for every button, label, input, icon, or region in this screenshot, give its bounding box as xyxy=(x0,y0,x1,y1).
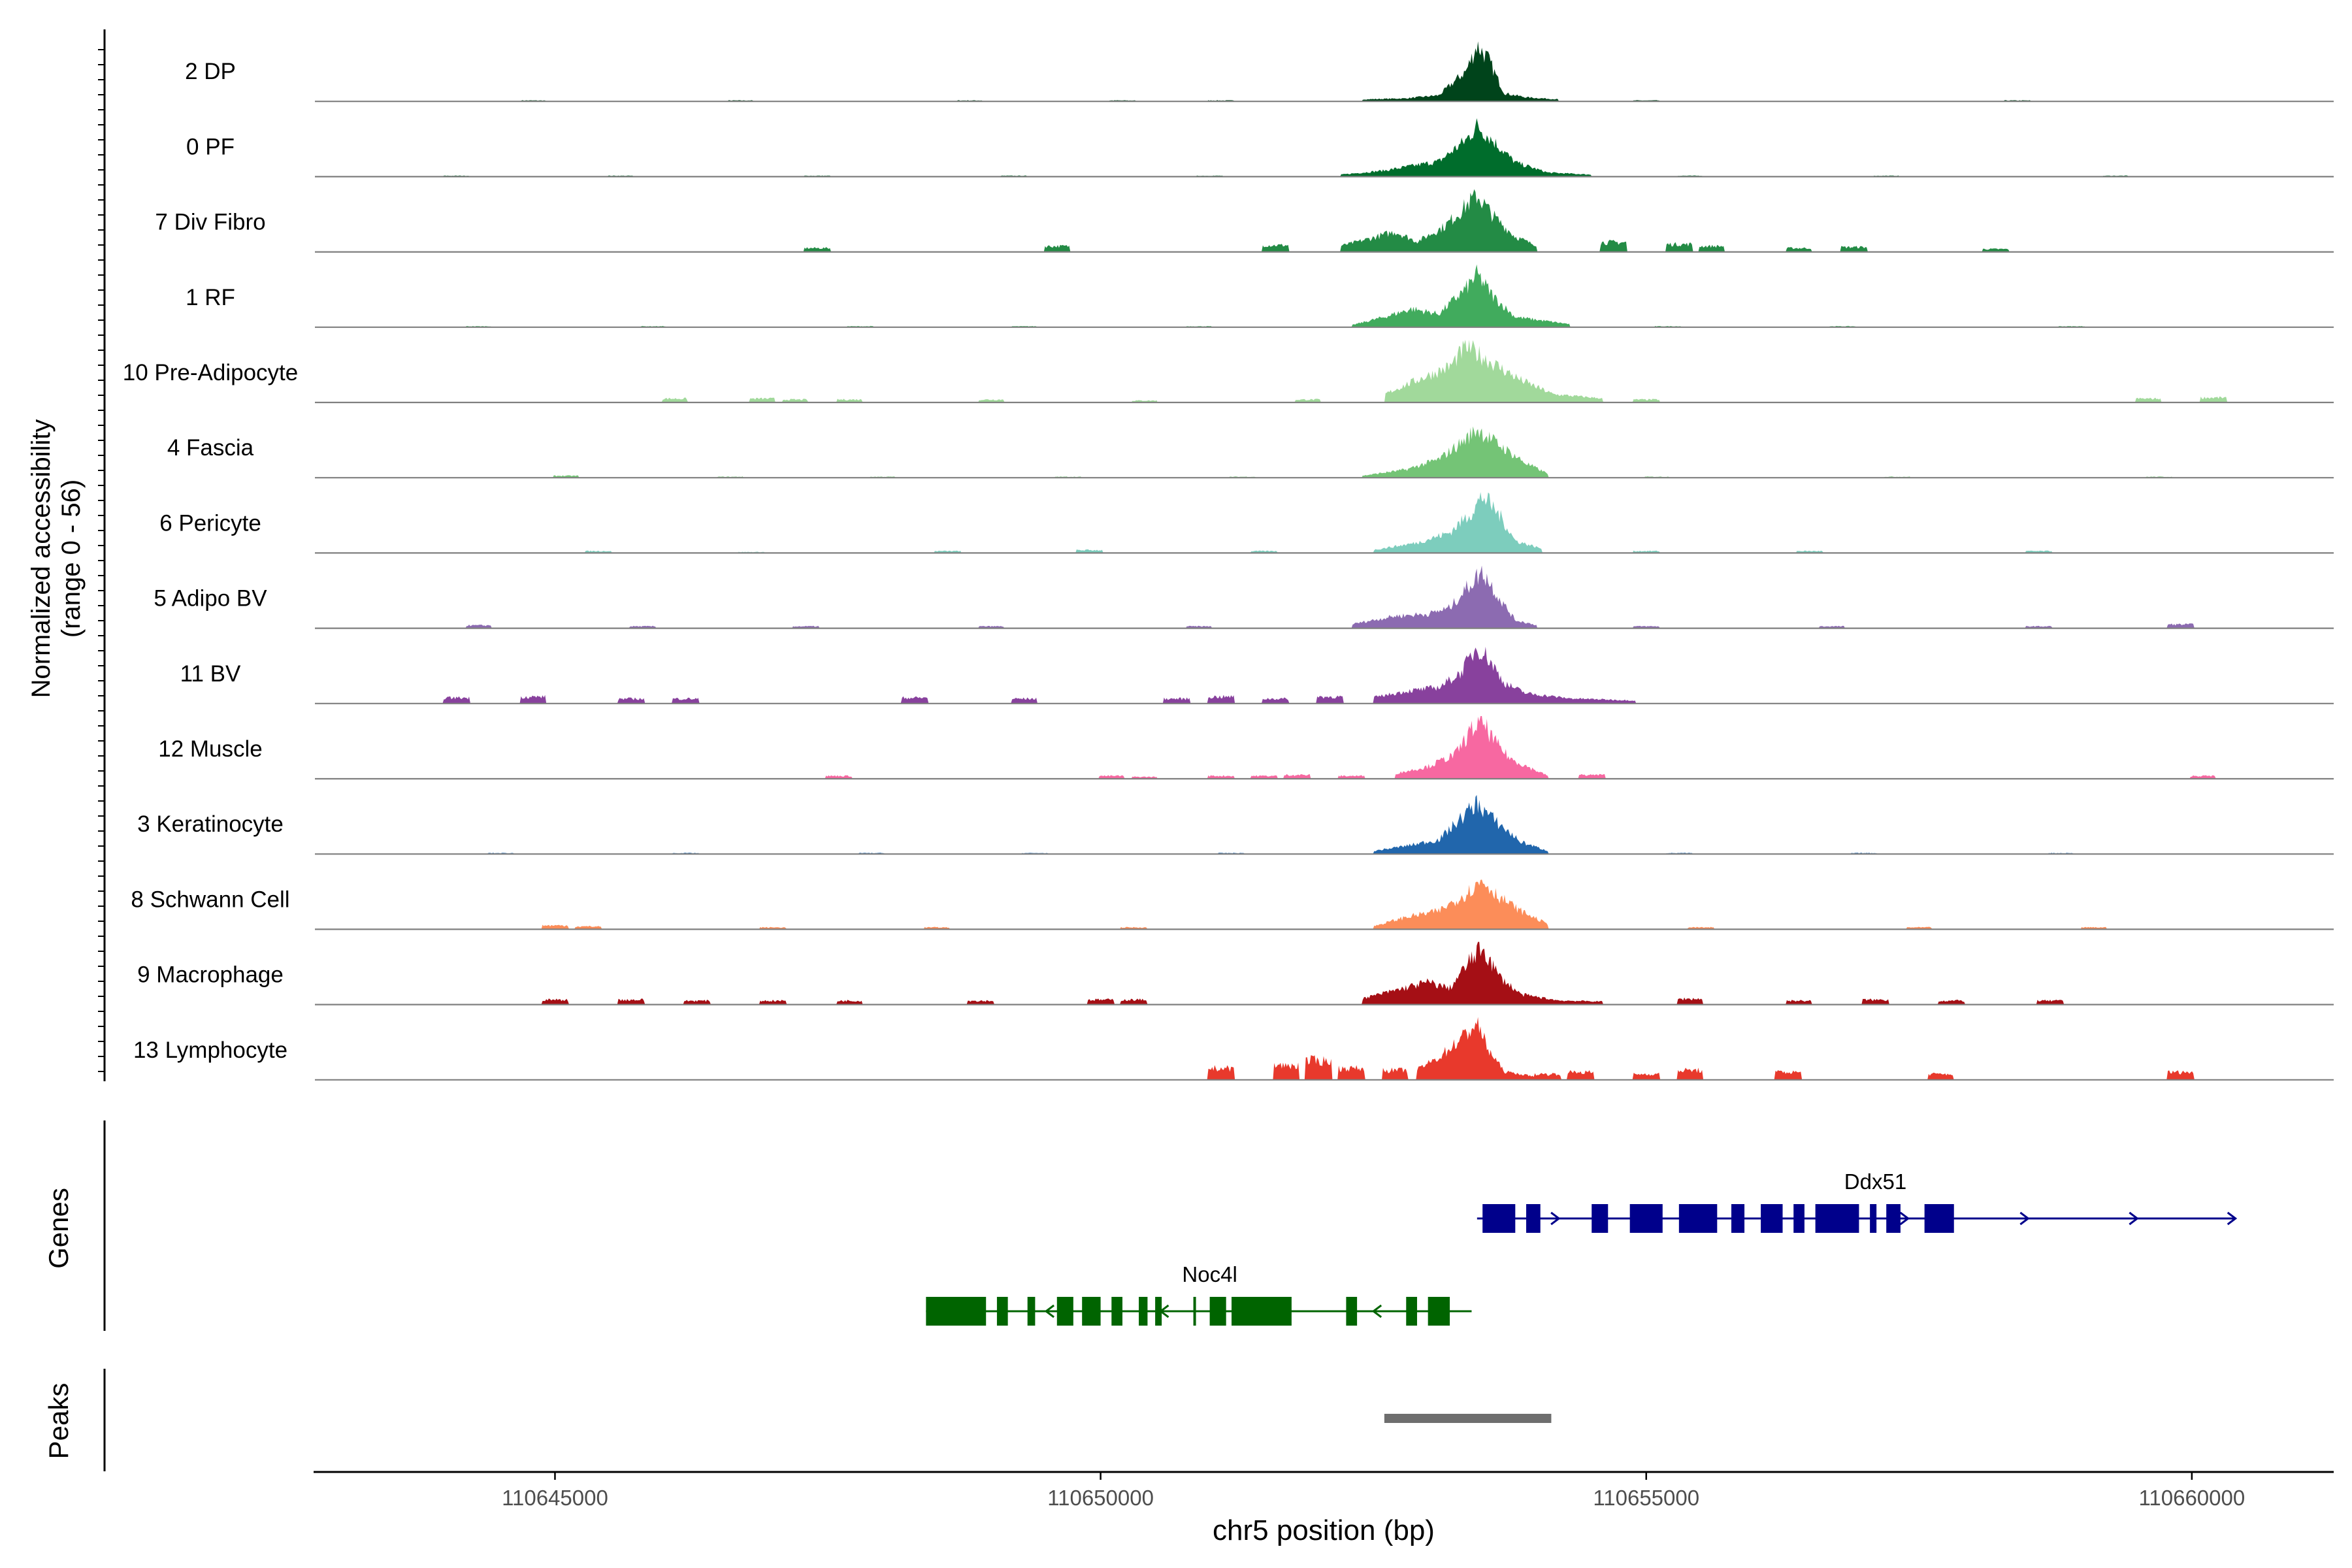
coverage-area xyxy=(434,794,2334,855)
x-tick-label: 110645000 xyxy=(502,1486,608,1510)
gene-exon xyxy=(1209,1297,1226,1326)
x-axis-title: chr5 position (bp) xyxy=(1213,1514,1435,1546)
track-9: 12 Muscle xyxy=(158,716,2334,780)
strand-arrow xyxy=(2129,1211,2139,1226)
track-label: 11 BV xyxy=(180,661,241,687)
gene-exon xyxy=(1482,1204,1516,1233)
gene-exon xyxy=(1111,1297,1122,1326)
track-label: 7 Div Fibro xyxy=(155,210,265,235)
gene-exon xyxy=(1155,1297,1162,1326)
track-1: 0 PF xyxy=(186,118,2334,178)
gene-exon xyxy=(1731,1204,1745,1233)
gene-exon xyxy=(1139,1297,1148,1326)
track-label: 9 Macrophage xyxy=(137,962,284,988)
y-axis-title: Normalized accessibility (range 0 - 56) xyxy=(27,419,86,698)
strand-arrow xyxy=(1371,1304,1382,1318)
coverage-area xyxy=(434,716,2334,779)
track-7: 5 Adipo BV xyxy=(154,565,2334,629)
coverage-area xyxy=(434,264,2334,327)
strand-arrow xyxy=(1550,1211,1561,1226)
gene-exon xyxy=(1232,1297,1292,1326)
track-11: 8 Schwann Cell xyxy=(131,879,2334,930)
track-6: 6 Pericyte xyxy=(159,492,2334,554)
gene-exon xyxy=(1082,1297,1101,1326)
x-axis: 110645000 110650000 110655000 110660000 xyxy=(502,1472,2245,1510)
track-12: 9 Macrophage xyxy=(137,941,2334,1005)
track-10: 3 Keratinocyte xyxy=(137,794,2334,855)
track-label: 12 Muscle xyxy=(158,736,263,762)
gene-exon xyxy=(996,1297,1008,1326)
track-label: 2 DP xyxy=(185,59,236,84)
coverage-area xyxy=(434,941,2334,1005)
gene-exon xyxy=(1526,1204,1541,1233)
y-axis-title-line1: Normalized accessibility xyxy=(27,419,56,698)
track-label: 6 Pericyte xyxy=(159,510,261,536)
track-3: 1 RF xyxy=(186,264,2334,328)
coverage-area xyxy=(434,426,2334,478)
coverage-area xyxy=(434,41,2334,102)
gene-exon xyxy=(1056,1297,1073,1326)
x-tick-label: 110660000 xyxy=(2138,1486,2245,1510)
gene-exon xyxy=(1428,1297,1450,1326)
gene-exon xyxy=(1193,1297,1196,1326)
track-label: 13 Lymphocyte xyxy=(133,1037,287,1063)
gene-annotations: Ddx51 Noc4l xyxy=(926,1169,2238,1326)
track-5: 4 Fascia xyxy=(167,426,2334,479)
track-label: 5 Adipo BV xyxy=(154,586,267,612)
gene-exon xyxy=(1815,1204,1859,1233)
track-label: 8 Schwann Cell xyxy=(131,887,289,912)
gene-exon xyxy=(1886,1204,1901,1233)
gene-exon xyxy=(1793,1204,1805,1233)
gene-exon xyxy=(1924,1204,1954,1233)
strand-arrow xyxy=(2019,1211,2030,1226)
coverage-tracks: 2 DP 0 PF 7 Div Fibro 1 RF 10 Pre-Adipocyte 4… xyxy=(123,41,2334,1081)
coverage-area xyxy=(434,189,2334,252)
track-label: 10 Pre-Adipocyte xyxy=(123,360,298,385)
track-13: 13 Lymphocyte xyxy=(133,1017,2334,1081)
gene-exon xyxy=(1027,1297,1036,1326)
gene-ddx51: Ddx51 xyxy=(1477,1169,2238,1233)
coverage-area xyxy=(434,1017,2334,1080)
genes-panel-label: Genes xyxy=(43,1188,74,1269)
peak-bar xyxy=(1384,1414,1552,1423)
track-2: 7 Div Fibro xyxy=(155,189,2334,253)
strand-arrow xyxy=(1158,1304,1169,1318)
coverage-area xyxy=(434,879,2334,930)
gene-label: Ddx51 xyxy=(1844,1169,1906,1194)
coverage-axis xyxy=(98,29,106,1081)
strand-arrow xyxy=(1044,1304,1054,1318)
coverage-area xyxy=(434,565,2334,629)
coverage-area xyxy=(434,340,2334,402)
gene-exon xyxy=(1870,1204,1877,1233)
y-axis-title-line2: (range 0 - 56) xyxy=(57,480,86,638)
gene-exon xyxy=(1406,1297,1417,1326)
gene-label: Noc4l xyxy=(1182,1262,1237,1286)
gene-exon xyxy=(1629,1204,1663,1233)
gene-noc4l: Noc4l xyxy=(926,1262,1472,1326)
x-tick-label: 110650000 xyxy=(1047,1486,1154,1510)
track-4: 10 Pre-Adipocyte xyxy=(123,340,2334,404)
gene-exon xyxy=(1761,1204,1783,1233)
gene-exon xyxy=(1346,1297,1358,1326)
track-0: 2 DP xyxy=(185,41,2334,103)
strand-arrow xyxy=(1899,1211,1910,1226)
gene-exon xyxy=(926,1297,987,1326)
peaks-panel-label: Peaks xyxy=(43,1383,74,1460)
x-tick-label: 110655000 xyxy=(1593,1486,1699,1510)
track-8: 11 BV xyxy=(180,646,2334,704)
peak-regions xyxy=(1384,1414,1552,1423)
gene-exon xyxy=(1678,1204,1718,1233)
track-label: 3 Keratinocyte xyxy=(137,811,284,837)
coverage-area xyxy=(434,492,2334,553)
track-label: 4 Fascia xyxy=(167,435,254,461)
gene-exon xyxy=(1592,1204,1609,1233)
strand-arrow xyxy=(2227,1211,2238,1226)
track-label: 0 PF xyxy=(186,134,235,159)
coverage-area xyxy=(434,118,2334,177)
coverage-area xyxy=(434,646,2334,704)
track-label: 1 RF xyxy=(186,285,235,310)
